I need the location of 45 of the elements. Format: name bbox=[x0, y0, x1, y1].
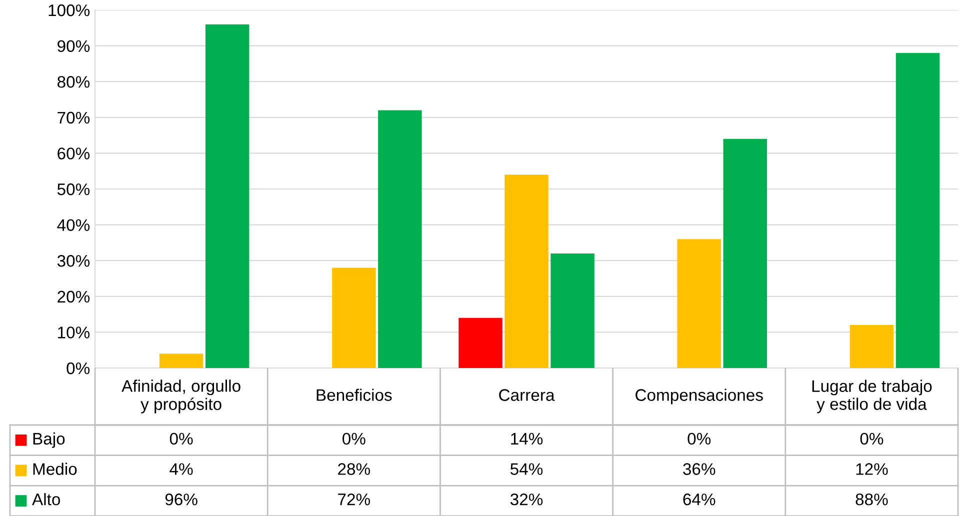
data-label: 14% bbox=[511, 432, 543, 445]
bar bbox=[159, 354, 204, 368]
y-tick-label: 90% bbox=[58, 40, 90, 52]
y-tick-label: 30% bbox=[57, 255, 90, 267]
x-tick-label: Compensaciones bbox=[636, 388, 763, 404]
bar bbox=[896, 52, 940, 368]
data-label: 72% bbox=[338, 494, 370, 506]
bar bbox=[205, 24, 250, 368]
legend-label: Bajo bbox=[33, 432, 65, 448]
y-tick-label: 10% bbox=[58, 326, 90, 338]
data-label: 12% bbox=[856, 463, 888, 475]
bar bbox=[677, 239, 721, 368]
data-label: 32% bbox=[510, 494, 543, 506]
data-label: 64% bbox=[683, 494, 716, 506]
y-tick-label: 0% bbox=[66, 362, 90, 374]
x-tick-label: Carrera bbox=[499, 389, 555, 401]
bar bbox=[723, 138, 767, 368]
bar bbox=[332, 268, 376, 368]
data-label: 4% bbox=[170, 463, 193, 475]
data-label: 0% bbox=[860, 432, 884, 445]
y-tick-label: 60% bbox=[58, 148, 90, 160]
data-label: 0% bbox=[342, 432, 366, 445]
data-label: 0% bbox=[170, 432, 193, 445]
bar bbox=[458, 318, 502, 368]
bar bbox=[550, 253, 594, 368]
data-label: 36% bbox=[683, 463, 716, 475]
y-tick-label: 70% bbox=[58, 112, 90, 124]
data-label: 88% bbox=[856, 494, 888, 506]
y-tick-label: 20% bbox=[58, 290, 90, 303]
bar bbox=[850, 325, 894, 368]
x-tick-label: Lugar de trabajo y estilo de vida bbox=[812, 380, 932, 414]
legend-label: Alto bbox=[32, 493, 60, 506]
y-tick-label: 40% bbox=[57, 219, 90, 232]
y-tick-label: 80% bbox=[58, 76, 90, 88]
bar bbox=[504, 174, 548, 368]
legend-label: Medio bbox=[33, 462, 77, 475]
x-tick-label: Afinidad, orgullo y propósito bbox=[122, 380, 240, 414]
y-tick-label: 50% bbox=[57, 183, 90, 196]
data-label: 0% bbox=[688, 432, 711, 445]
bar bbox=[378, 110, 422, 368]
data-label: 96% bbox=[165, 494, 198, 506]
y-tick-label: 100% bbox=[48, 4, 90, 16]
data-label: 28% bbox=[338, 463, 370, 475]
data-label: 54% bbox=[510, 463, 543, 475]
x-tick-label: Beneficios bbox=[316, 388, 392, 401]
